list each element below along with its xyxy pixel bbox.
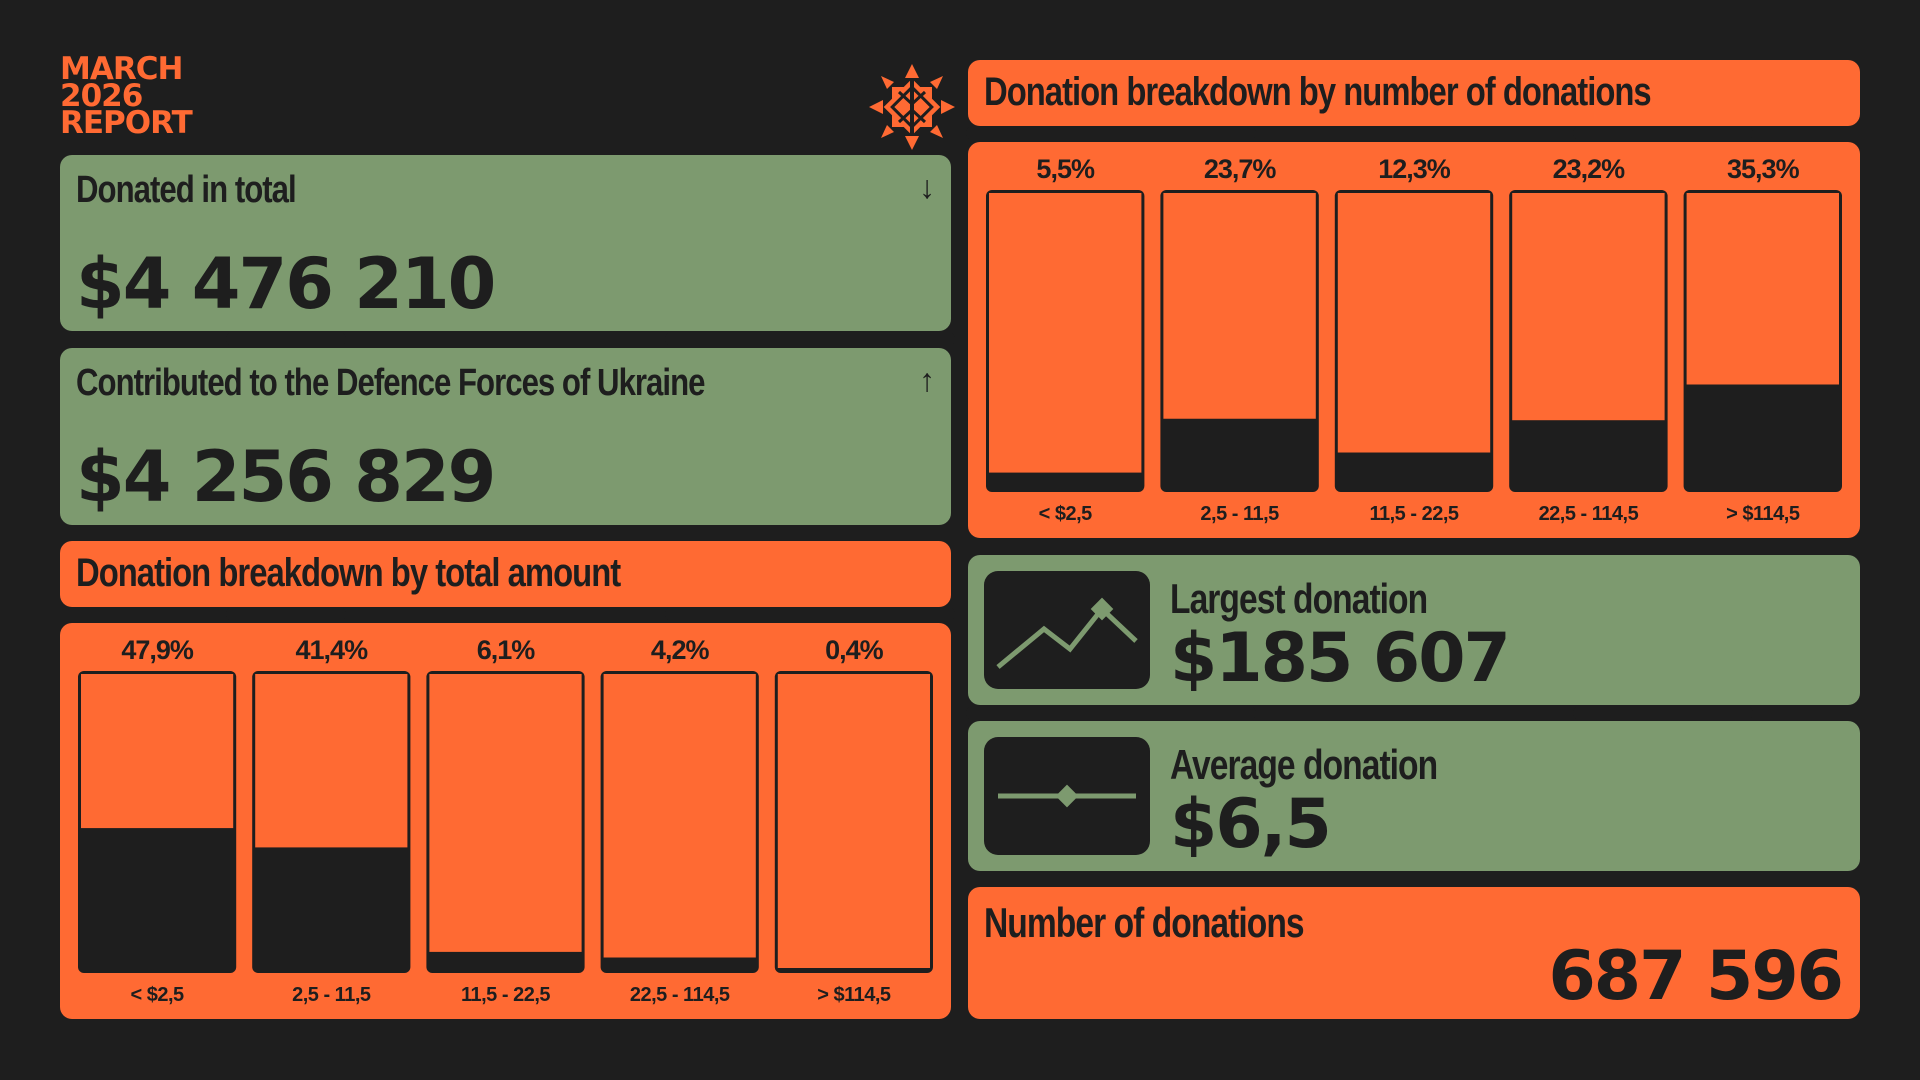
- number-of-donations-bar-chart: 5,5% < $2,5 23,7% 2,5 - 11,5 12,3% 11,5 - 22,…: [986, 154, 1842, 525]
- number-of-donations-title-bar: Donation breakdown by number of donation…: [968, 60, 1860, 126]
- data-label: 12,3%: [1378, 154, 1451, 184]
- bar: [429, 951, 582, 970]
- bar: [603, 957, 756, 970]
- bar: [81, 828, 234, 970]
- total-amount-title-bar: Donation breakdown by total amount: [60, 541, 951, 607]
- bar-remainder: [255, 674, 408, 848]
- bar-remainder: [1512, 193, 1665, 421]
- average-donation-label: Average donation: [1170, 741, 1438, 788]
- tick-label: < $2,5: [131, 984, 185, 1006]
- data-label: 41,4%: [296, 635, 369, 665]
- data-label: 0,4%: [825, 635, 884, 665]
- tick-label: 11,5 - 22,5: [461, 984, 550, 1006]
- bar: [255, 847, 408, 970]
- bar: [989, 472, 1142, 489]
- average-donation-value: $6,5: [1170, 785, 1332, 864]
- chart-title: Donation breakdown by number of donation…: [984, 70, 1652, 114]
- bar-remainder: [603, 674, 756, 958]
- bar-remainder: [989, 193, 1142, 473]
- report-month: MARCH: [60, 51, 183, 87]
- total-amount-bar-chart: 47,9% < $2,5 41,4% 2,5 - 11,5 6,1% 11,5 - 22,…: [78, 635, 933, 1006]
- largest-donation-value: $185 607: [1170, 619, 1511, 698]
- bar-remainder: [1163, 193, 1316, 419]
- bar: [1686, 384, 1839, 489]
- divider-tab: [1573, 706, 1753, 720]
- tick-label: > $114,5: [1726, 503, 1800, 525]
- data-label: 4,2%: [651, 635, 710, 665]
- divider-tab: [226, 607, 346, 621]
- emblem-logo: [869, 64, 955, 150]
- donated-total-value: $4 476 210: [76, 243, 496, 325]
- contributed-card: Contributed to the Defence Forces of Ukr…: [60, 348, 951, 525]
- total-amount-chart: 47,9% < $2,5 41,4% 2,5 - 11,5 6,1% 11,5 - 22,…: [60, 623, 951, 1019]
- bar: [1337, 452, 1491, 489]
- report-word: REPORT: [60, 105, 193, 141]
- bar-remainder: [1337, 193, 1491, 453]
- divider-tab: [966, 126, 1256, 140]
- bar-remainder: [81, 674, 234, 829]
- contributed-value: $4 256 829: [76, 436, 496, 518]
- divider-tab: [226, 332, 346, 346]
- contributed-label: Contributed to the Defence Forces of Ukr…: [76, 362, 705, 404]
- bar-remainder: [777, 674, 930, 968]
- average-donation-card: Average donation $6,5: [968, 721, 1860, 871]
- divider-tab: [665, 332, 955, 346]
- largest-donation-label: Largest donation: [1170, 575, 1428, 622]
- data-label: 23,2%: [1553, 154, 1626, 184]
- arrow-up-icon: ↑: [919, 362, 935, 398]
- tick-label: 22,5 - 114,5: [630, 984, 730, 1006]
- divider-tab: [966, 706, 1256, 720]
- number-of-donations-card: Number of donations 687 596: [968, 887, 1860, 1019]
- data-label: 47,9%: [121, 635, 194, 665]
- donated-total-card: Donated in total ↓ $4 476 210: [60, 155, 951, 331]
- bar: [777, 968, 930, 970]
- tick-label: < $2,5: [1039, 503, 1093, 525]
- number-of-donations-label: Number of donations: [984, 899, 1305, 946]
- data-label: 6,1%: [477, 635, 536, 665]
- report-year: 2026: [60, 78, 143, 114]
- chart-title: Donation breakdown by total amount: [76, 551, 621, 595]
- bar: [1163, 418, 1316, 489]
- tick-label: > $114,5: [817, 984, 891, 1006]
- tick-label: 11,5 - 22,5: [1369, 503, 1458, 525]
- number-of-donations-chart: 5,5% < $2,5 23,7% 2,5 - 11,5 12,3% 11,5 - 22,…: [968, 142, 1860, 538]
- report-title: MARCH 2026 REPORT: [60, 51, 320, 141]
- largest-donation-card: Largest donation $185 607: [968, 555, 1860, 705]
- divider-tab: [1573, 126, 1753, 140]
- tick-label: 2,5 - 11,5: [1200, 503, 1279, 525]
- arrow-down-icon: ↓: [919, 169, 935, 205]
- data-label: 35,3%: [1727, 154, 1800, 184]
- data-label: 5,5%: [1036, 154, 1095, 184]
- bar: [1512, 420, 1665, 489]
- number-of-donations-value: 687 596: [1548, 937, 1844, 1016]
- tick-label: 22,5 - 114,5: [1539, 503, 1639, 525]
- bar-remainder: [1686, 193, 1839, 385]
- donated-total-label: Donated in total: [76, 169, 297, 211]
- bar-remainder: [429, 674, 582, 952]
- tick-label: 2,5 - 11,5: [292, 984, 371, 1006]
- data-label: 23,7%: [1204, 154, 1277, 184]
- diamond-line-icon: [984, 737, 1150, 855]
- divider-tab: [665, 607, 955, 621]
- peak-chart-icon: [984, 571, 1150, 689]
